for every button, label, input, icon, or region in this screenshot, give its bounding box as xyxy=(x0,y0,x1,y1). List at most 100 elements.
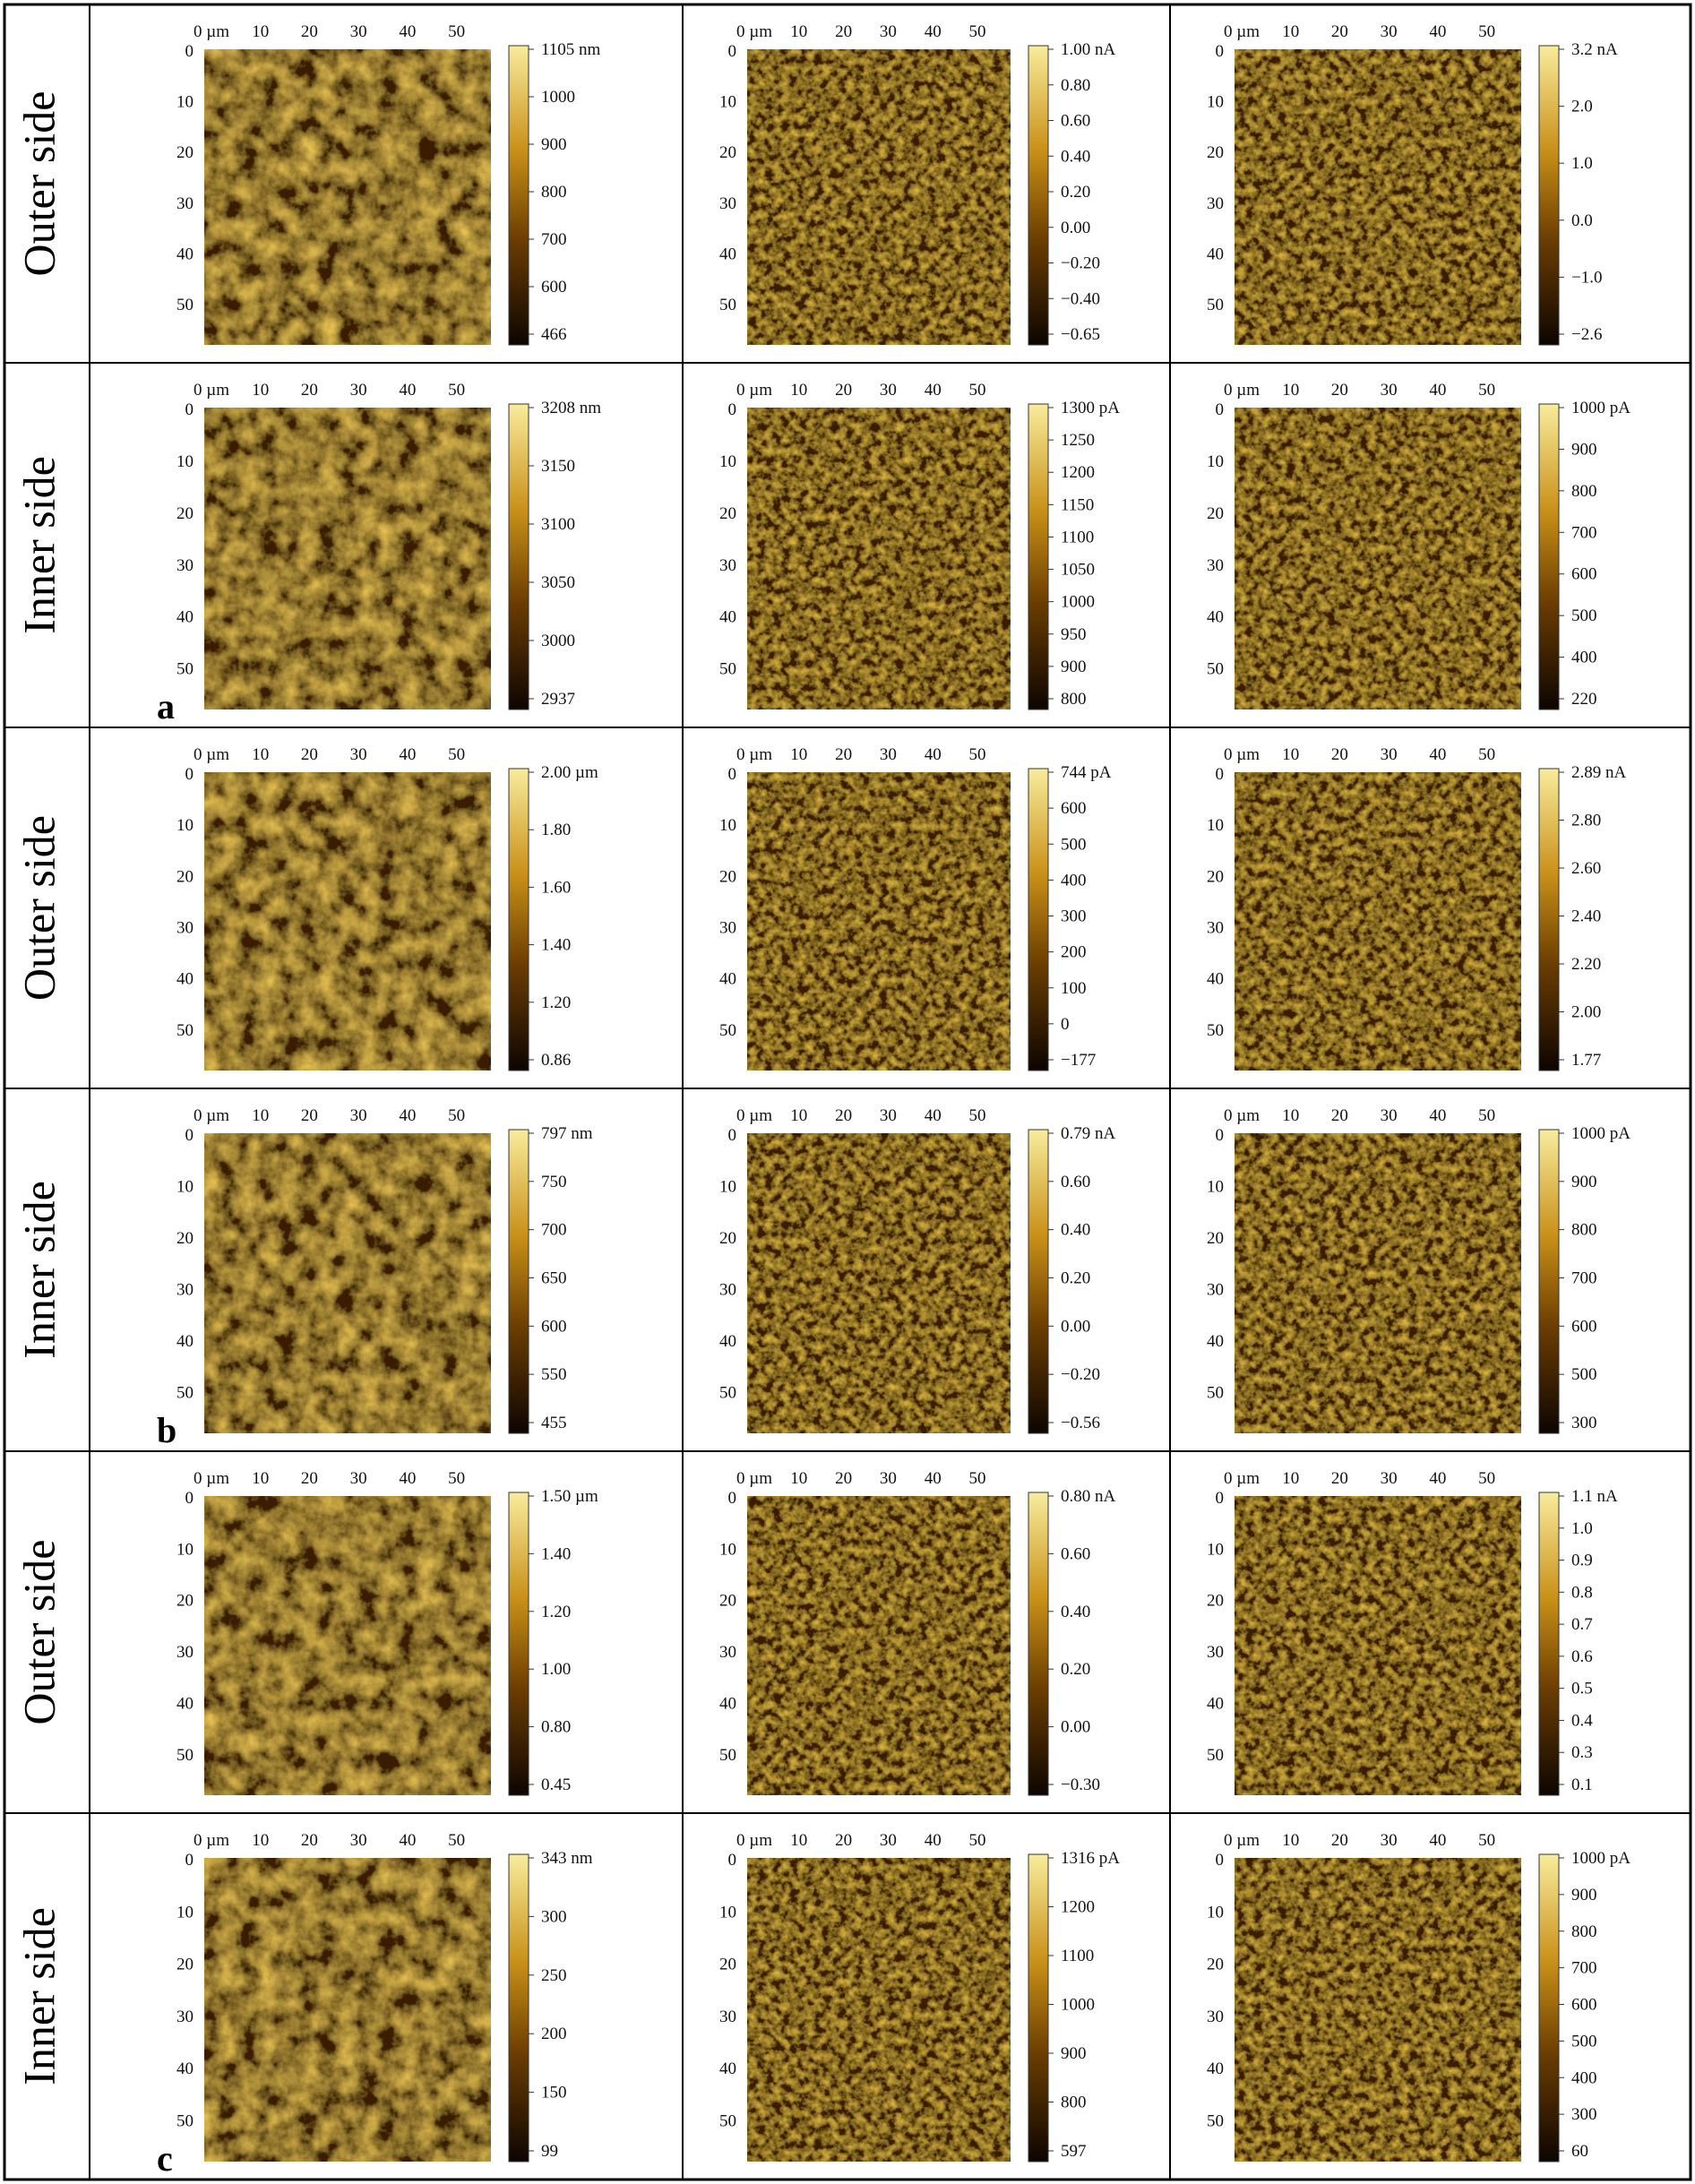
x-tick-label: 20 xyxy=(835,1106,852,1125)
x-tick-label: 10 xyxy=(790,1831,807,1850)
x-tick-label: 20 xyxy=(835,381,852,400)
y-tick-label: 40 xyxy=(719,245,736,263)
colorbar-label: 600 xyxy=(541,1317,567,1336)
y-tick-label: 20 xyxy=(176,867,194,886)
x-tick-label: 30 xyxy=(350,22,367,41)
y-tick-label: 50 xyxy=(176,1384,194,1403)
x-tick-label: 30 xyxy=(1381,381,1398,400)
x-tick-label: 40 xyxy=(399,1831,416,1850)
colorbar-label: 900 xyxy=(1061,658,1087,676)
x-tick-label: 10 xyxy=(1282,745,1299,764)
y-tick-label: 40 xyxy=(719,1332,736,1351)
y-tick-label: 20 xyxy=(176,1956,194,1974)
colorbar-label: 1150 xyxy=(1061,495,1094,514)
y-tick-label: 20 xyxy=(1207,143,1224,162)
colorbar xyxy=(508,403,529,710)
colorbar-label: 1.20 xyxy=(541,1603,571,1621)
y-tick-label: 0 xyxy=(728,1126,737,1145)
y-tick-label: 30 xyxy=(1207,919,1224,938)
x-tick-label: 10 xyxy=(252,1469,269,1488)
x-tick-label: 50 xyxy=(448,22,465,41)
sample-letter: a xyxy=(157,686,175,727)
x-tick-label: 20 xyxy=(1331,381,1348,400)
colorbar-label: 0.6 xyxy=(1571,1647,1593,1666)
colorbar-label: 1000 xyxy=(1061,1996,1095,2015)
y-tick-label: 30 xyxy=(719,919,736,938)
x-tick-label: 10 xyxy=(790,1106,807,1125)
colorbar-label: 0.00 xyxy=(1061,219,1090,237)
x-tick-label: 40 xyxy=(1429,1469,1446,1488)
colorbar-label: 700 xyxy=(1571,523,1597,542)
sample-letter: c xyxy=(157,2138,173,2179)
y-tick-label: 40 xyxy=(1207,970,1224,989)
afm-map-panel: 0 µm 10 20 30 40 50 0 10 20 30 40 50 2.89 nA 2.80 2.60… xyxy=(1207,745,1627,1071)
colorbar-label: 3000 xyxy=(541,632,575,650)
y-tick-label: 0 xyxy=(1216,1851,1225,1870)
colorbar-label: 1.50 µm xyxy=(541,1487,598,1506)
colorbar-label: 950 xyxy=(1061,625,1087,644)
x-tick-label: 0 µm xyxy=(736,1106,772,1125)
x-tick-label: 40 xyxy=(925,1106,942,1125)
colorbar-label: 300 xyxy=(541,1907,567,1926)
x-tick-label: 40 xyxy=(925,745,942,764)
x-tick-label: 10 xyxy=(1282,22,1299,41)
y-tick-label: 10 xyxy=(719,816,736,835)
y-tick-label: 50 xyxy=(1207,1746,1224,1765)
colorbar-label: 0.80 nA xyxy=(1061,1487,1116,1506)
x-tick-label: 30 xyxy=(350,381,367,400)
y-tick-label: 40 xyxy=(176,1332,194,1351)
colorbar-label: 600 xyxy=(1061,799,1087,818)
x-tick-label: 50 xyxy=(969,1106,986,1125)
y-tick-label: 50 xyxy=(719,660,736,679)
y-tick-label: 10 xyxy=(1207,452,1224,471)
colorbar-label: 1000 pA xyxy=(1571,1124,1630,1143)
y-tick-label: 20 xyxy=(1207,1956,1224,1974)
afm-map-panel: 0 µm 10 20 30 40 50 0 10 20 30 40 50 1.50 µm 1.40 1.20… xyxy=(176,1469,598,1796)
y-tick-label: 10 xyxy=(176,1540,194,1559)
colorbar-label: 900 xyxy=(1061,2044,1087,2063)
afm-map-panel: 0 µm 10 20 30 40 50 0 10 20 30 40 50 343 nm 300 250 200… xyxy=(176,1831,593,2163)
colorbar xyxy=(508,1853,529,2163)
y-tick-label: 40 xyxy=(1207,245,1224,263)
y-tick-label: 50 xyxy=(719,296,736,314)
y-tick-label: 30 xyxy=(1207,1643,1224,1662)
x-tick-label: 30 xyxy=(350,1469,367,1488)
y-tick-label: 20 xyxy=(176,504,194,523)
colorbar-label: 1000 xyxy=(541,88,575,107)
y-tick-label: 40 xyxy=(176,970,194,989)
colorbar-label: 0.20 xyxy=(1061,183,1090,202)
x-tick-label: 0 µm xyxy=(736,1831,772,1850)
colorbar-label: 600 xyxy=(1571,1996,1597,2015)
x-tick-label: 50 xyxy=(1478,381,1495,400)
y-tick-label: 50 xyxy=(719,1021,736,1040)
x-tick-label: 10 xyxy=(252,381,269,400)
x-tick-label: 20 xyxy=(301,1831,318,1850)
x-tick-label: 0 µm xyxy=(1224,1106,1260,1125)
x-tick-label: 0 µm xyxy=(736,22,772,41)
x-tick-label: 50 xyxy=(1478,22,1495,41)
afm-texture-icon xyxy=(747,772,1011,1071)
afm-map-panel: 0 µm 10 20 30 40 50 0 10 20 30 40 50 1105 nm 1000 900 8… xyxy=(176,22,601,346)
y-tick-label: 40 xyxy=(1207,608,1224,627)
y-tick-label: 0 xyxy=(728,1489,737,1508)
colorbar-label: −2.6 xyxy=(1571,325,1602,344)
y-tick-label: 50 xyxy=(176,2112,194,2131)
x-tick-label: 10 xyxy=(1282,1469,1299,1488)
x-tick-label: 40 xyxy=(399,1469,416,1488)
y-tick-label: 10 xyxy=(176,1178,194,1197)
colorbar-label: 1000 pA xyxy=(1571,399,1630,417)
x-tick-label: 40 xyxy=(925,1469,942,1488)
x-tick-label: 50 xyxy=(1478,745,1495,764)
colorbar-label: 800 xyxy=(541,183,567,202)
x-tick-label: 50 xyxy=(969,1469,986,1488)
colorbar-label: 700 xyxy=(1571,1959,1597,1978)
afm-map-panel: 0 µm 10 20 30 40 50 0 10 20 30 40 50 3208 nm 3150 3100… xyxy=(176,381,601,710)
y-tick-label: 30 xyxy=(176,1643,194,1662)
colorbar-label: 200 xyxy=(1061,943,1087,962)
y-tick-label: 50 xyxy=(1207,660,1224,679)
y-tick-label: 50 xyxy=(1207,296,1224,314)
y-tick-label: 30 xyxy=(1207,1281,1224,1300)
